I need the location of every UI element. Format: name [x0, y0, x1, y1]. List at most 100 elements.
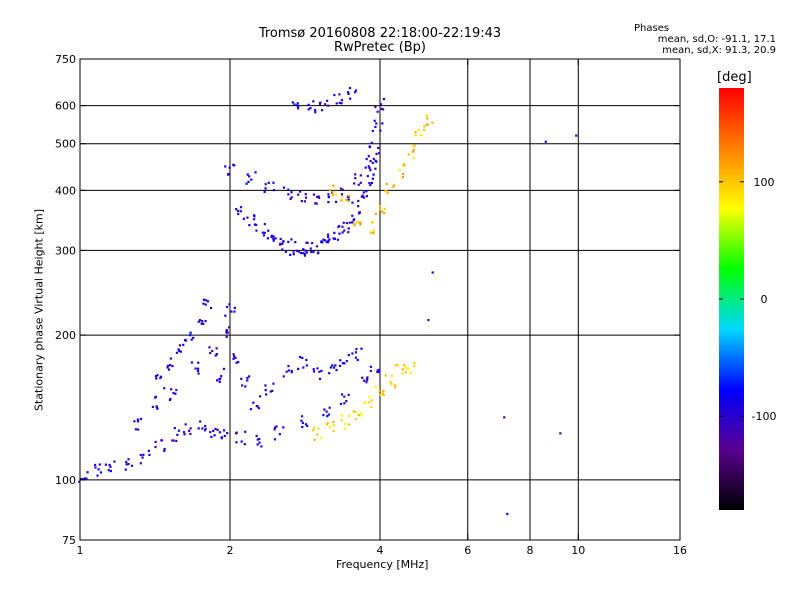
data-point [245, 182, 248, 185]
data-point [338, 232, 341, 235]
data-point [127, 462, 130, 466]
data-point [369, 231, 372, 234]
data-point [290, 196, 293, 199]
data-point [136, 418, 139, 421]
data-point [211, 349, 214, 352]
data-point [376, 110, 379, 113]
data-point [293, 103, 296, 106]
data-point [361, 194, 364, 197]
data-point [332, 190, 335, 194]
data-point [359, 221, 362, 224]
colorbar-unit-label: [deg] [717, 70, 752, 85]
data-point [279, 237, 282, 241]
data-point [372, 173, 375, 176]
data-point [506, 512, 509, 516]
data-point [252, 401, 255, 404]
data-point [169, 357, 172, 360]
data-point [228, 326, 231, 329]
data-point [312, 370, 316, 373]
data-point [241, 384, 244, 387]
data-point [357, 414, 360, 417]
data-point [154, 445, 157, 449]
colorbar-tick-label: 100 [754, 176, 775, 189]
data-point [212, 429, 215, 432]
data-point [154, 396, 157, 399]
data-point [177, 429, 181, 432]
data-point [232, 357, 235, 360]
data-point [270, 235, 273, 239]
x-tick-label: 10 [571, 544, 585, 557]
data-point [304, 249, 307, 252]
data-point [338, 93, 341, 96]
data-point [349, 97, 352, 100]
data-point [279, 243, 282, 246]
data-point [242, 217, 245, 220]
data-point [247, 180, 250, 183]
data-point [201, 320, 204, 323]
data-point [345, 221, 348, 225]
data-point [248, 224, 251, 227]
data-point [196, 369, 200, 373]
data-point [352, 410, 355, 413]
data-point [371, 177, 375, 180]
data-point [172, 439, 175, 442]
data-point [197, 427, 200, 430]
data-point [312, 193, 316, 196]
data-point [174, 392, 177, 395]
data-point [370, 399, 373, 402]
grid-layer [80, 59, 680, 540]
data-point [248, 375, 251, 378]
data-point [353, 222, 356, 225]
data-point [81, 478, 84, 481]
data-point [355, 347, 358, 351]
phases-stats-title: Phases [634, 23, 670, 34]
data-point [287, 240, 290, 244]
data-point [263, 190, 266, 194]
data-point [301, 425, 304, 429]
data-point [285, 370, 288, 373]
data-point [345, 360, 348, 363]
data-point [351, 221, 354, 224]
data-point [358, 221, 361, 224]
data-point [354, 351, 358, 354]
data-point [312, 429, 315, 432]
data-point [401, 176, 404, 179]
data-point [244, 385, 247, 388]
data-point [204, 299, 208, 302]
data-point [306, 424, 309, 427]
data-point [347, 198, 350, 201]
data-point [258, 441, 261, 444]
data-point [234, 356, 237, 359]
data-point [254, 171, 257, 174]
data-point [220, 436, 224, 439]
data-point [328, 238, 331, 241]
data-point [125, 463, 128, 466]
data-point [327, 200, 330, 204]
data-point [374, 167, 377, 170]
data-point [189, 334, 192, 337]
data-point [148, 453, 151, 456]
data-point [372, 229, 375, 232]
data-point [134, 428, 138, 431]
data-point [394, 386, 397, 389]
data-point [253, 215, 256, 218]
chart-subtitle: RwPretec (Bp) [333, 40, 427, 55]
data-point [347, 200, 350, 203]
data-point [292, 253, 295, 256]
data-point [171, 364, 174, 368]
data-point [353, 182, 356, 185]
data-point [287, 369, 290, 372]
data-point [203, 429, 207, 432]
data-point [333, 237, 337, 240]
data-point [326, 421, 329, 425]
data-point [345, 198, 348, 201]
data-point [275, 425, 278, 428]
data-point [368, 166, 371, 169]
data-point [314, 109, 317, 112]
data-point [313, 426, 316, 430]
data-point [263, 223, 266, 226]
y-tick-label: 500 [55, 138, 76, 151]
data-point [342, 221, 345, 224]
y-tick-label: 75 [62, 534, 76, 547]
data-point [369, 169, 372, 172]
